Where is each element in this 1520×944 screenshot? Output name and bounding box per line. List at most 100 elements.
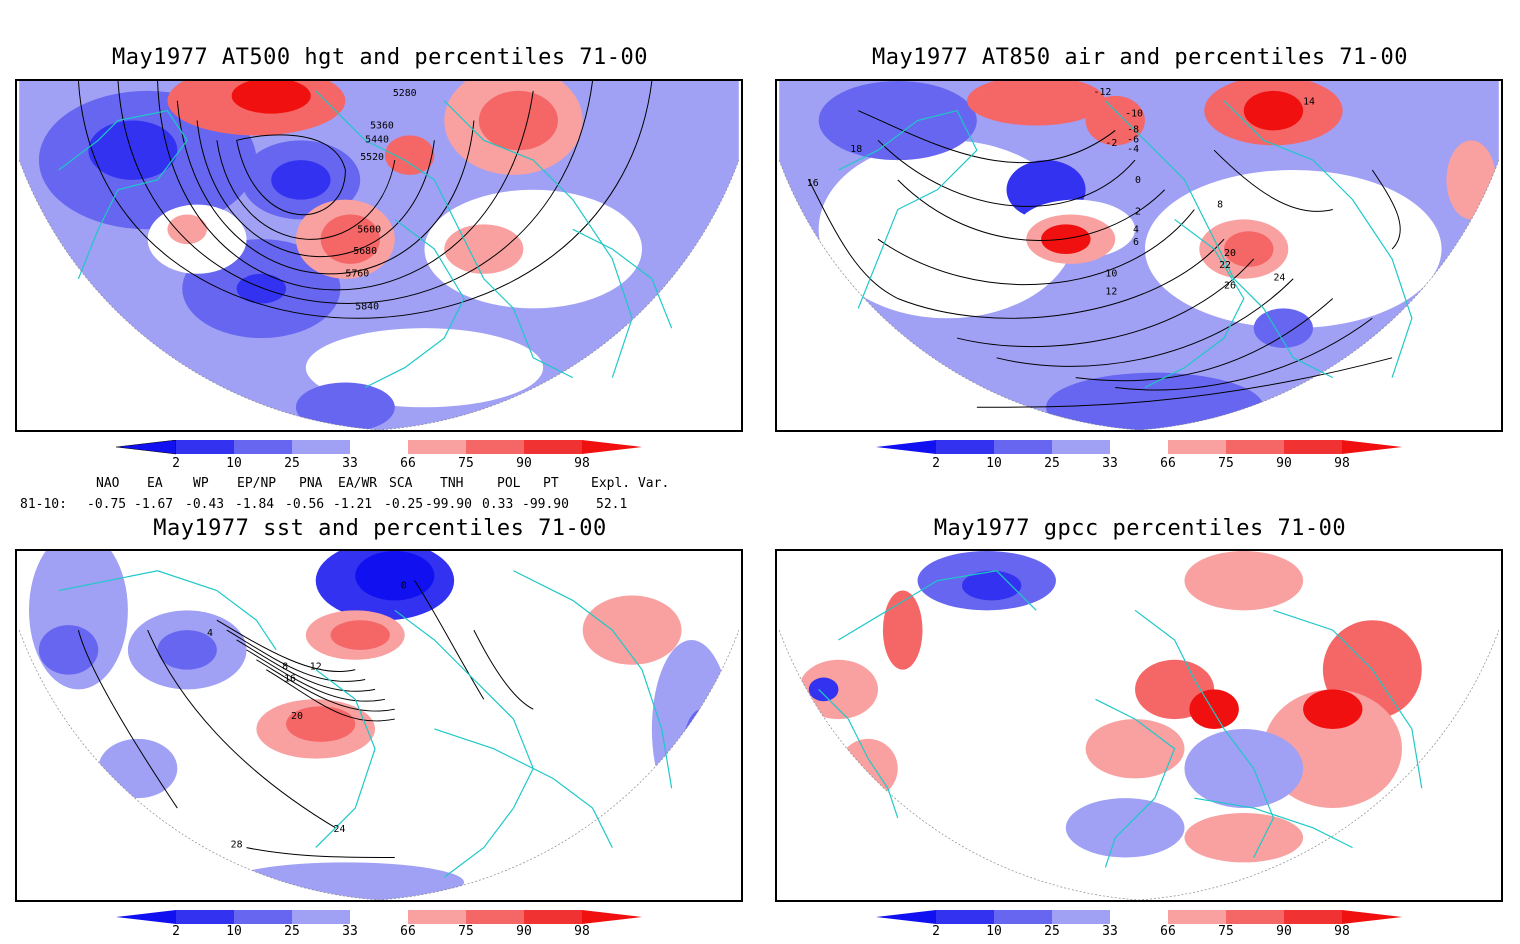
colorbar-label: 98 (1334, 456, 1350, 471)
colorbar-label: 25 (284, 924, 300, 939)
index-value: -1.67 (134, 497, 174, 512)
panel3-contour-label: 20 (291, 711, 303, 722)
colorbar-label: 10 (986, 924, 1002, 939)
index-header: PNA (299, 476, 323, 491)
panel1-contour-label: 5440 (365, 134, 389, 145)
colorbar-swatches (116, 910, 642, 924)
colorbar-top-right: 2 10 25 33 66 75 90 98 (876, 440, 1406, 474)
panel2-contour-label: -12 (1094, 87, 1112, 98)
colorbar-label: 10 (226, 924, 242, 939)
index-header: SCA (389, 476, 413, 491)
colorbar-label: 33 (342, 456, 358, 471)
index-header: POL (497, 476, 521, 491)
index-value: -0.75 (87, 497, 127, 512)
index-value: -99.90 (522, 497, 569, 512)
colorbar-label: 66 (1160, 456, 1176, 471)
colorbar-swatches (876, 440, 1402, 454)
index-value: -99.90 (425, 497, 472, 512)
colorbar-label: 25 (1044, 456, 1060, 471)
panel2-contour-label: 0 (1135, 175, 1141, 186)
colorbar-bottom-left: 2 10 25 33 66 75 90 98 (116, 910, 646, 944)
panel4-map (775, 549, 1503, 902)
panel2-contour-label: -2 (1105, 138, 1117, 149)
colorbar-label: 66 (400, 456, 416, 471)
panel2-contour-label: 22 (1219, 260, 1231, 271)
panel3-map-svg: 0 4 8 12 16 20 24 28 (18, 551, 740, 900)
panel1-title: May1977 AT500 hgt and percentiles 71-00 (111, 45, 649, 70)
colorbar-label: 98 (574, 456, 590, 471)
panel2-contour-label: 4 (1133, 224, 1139, 235)
colorbar-label: 33 (1102, 456, 1118, 471)
panel1-contour-label: 5600 (357, 224, 381, 235)
panel3-contour-label: 16 (284, 674, 296, 685)
index-header: TNH (440, 476, 464, 491)
panel3-contour-label: 4 (207, 628, 213, 639)
panel1-map: 5280 5360 5440 5520 5600 5680 5760 5840 (15, 79, 743, 432)
colorbar-label: 90 (1276, 456, 1292, 471)
colorbar-label: 10 (986, 456, 1002, 471)
colorbar-label: 10 (226, 456, 242, 471)
panel2-contour-label: 26 (1224, 281, 1236, 292)
colorbar-label: 2 (932, 924, 940, 939)
panel3-contour-label: 12 (310, 662, 322, 673)
panel2-contour-label: -4 (1127, 144, 1139, 155)
colorbar-label: 98 (574, 924, 590, 939)
colorbar-bottom-right: 2 10 25 33 66 75 90 98 (876, 910, 1406, 944)
index-value: -0.25 (384, 497, 424, 512)
colorbar-label: 75 (458, 924, 474, 939)
panel2-title: May1977 AT850 air and percentiles 71-00 (871, 45, 1409, 70)
panel2-contour-label: -8 (1127, 124, 1139, 135)
index-value: -0.43 (185, 497, 225, 512)
panel2-contour-label: 8 (1217, 200, 1223, 211)
colorbar-label: 66 (1160, 924, 1176, 939)
panel3-contour-label: 0 (401, 581, 407, 592)
colorbar-label: 75 (458, 456, 474, 471)
panel4-title: May1977 gpcc percentiles 71-00 (933, 516, 1347, 541)
colorbar-label: 2 (172, 924, 180, 939)
colorbar-label: 90 (516, 456, 532, 471)
colorbar-label: 98 (1334, 924, 1350, 939)
index-header: Expl. Var. (591, 476, 670, 491)
panel1-contour-label: 5360 (370, 120, 394, 131)
colorbar-label: 2 (932, 456, 940, 471)
colorbar-label: 75 (1218, 924, 1234, 939)
panel2-map: -12 -10 -8 -6 -4 -2 0 2 4 6 8 10 12 14 1… (775, 79, 1503, 432)
colorbar-label: 33 (1102, 924, 1118, 939)
colorbar-label: 90 (516, 924, 532, 939)
colorbar-label: 33 (342, 924, 358, 939)
panel2-contour-label: -6 (1127, 134, 1139, 145)
panel1-contour-label: 5840 (355, 301, 379, 312)
index-header: EP/NP (237, 476, 277, 491)
panel3-contour-label: 24 (334, 824, 346, 835)
index-header: EA (147, 476, 163, 491)
panel2-contour-label: 20 (1224, 248, 1236, 259)
panel2-contour-label: 16 (807, 178, 819, 189)
colorbar-swatches (116, 440, 642, 455)
index-value: -0.56 (285, 497, 325, 512)
colorbar-label: 75 (1218, 456, 1234, 471)
index-header: EA/WR (338, 476, 378, 491)
panel2-contour-label: 14 (1303, 97, 1315, 108)
index-value: -1.84 (235, 497, 275, 512)
panel3-contour-label: 8 (282, 662, 288, 673)
index-row-label: 81-10: (20, 497, 67, 512)
colorbar-label: 25 (1044, 924, 1060, 939)
panel4-map-svg (778, 551, 1500, 900)
panel2-contour-label: 12 (1105, 287, 1117, 298)
panel3-map: 0 4 8 12 16 20 24 28 (15, 549, 743, 902)
panel3-title: May1977 sst and percentiles 71-00 (153, 516, 607, 541)
index-value: -1.21 (333, 497, 373, 512)
colorbar-top-left: 2 10 25 33 66 75 90 98 (116, 440, 646, 474)
index-value: 52.1 (596, 497, 628, 512)
colorbar-label: 2 (172, 456, 180, 471)
panel2-contour-label: 18 (850, 144, 862, 155)
index-header: WP (193, 476, 209, 491)
panel2-contour-label: 24 (1273, 273, 1285, 284)
colorbar-label: 90 (1276, 924, 1292, 939)
index-header: NAO (96, 476, 120, 491)
panel1-contour-label: 5280 (393, 88, 417, 99)
panel2-contour-label: 6 (1133, 237, 1139, 248)
panel2-map-svg: -12 -10 -8 -6 -4 -2 0 2 4 6 8 10 12 14 1… (778, 81, 1500, 430)
panel3-contour-label: 28 (231, 840, 243, 851)
colorbar-label: 25 (284, 456, 300, 471)
